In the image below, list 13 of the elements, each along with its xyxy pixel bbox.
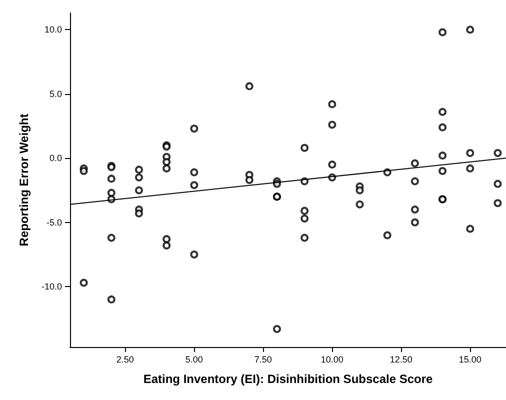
x-tick-label: 10.00	[320, 354, 344, 364]
x-tick-label: 15.00	[458, 354, 482, 364]
y-tick-label: 10.0	[44, 24, 62, 35]
y-tick-label: -10.0	[41, 282, 62, 292]
x-tick-label: 12.50	[390, 354, 412, 364]
y-tick-label: 5.0	[49, 88, 62, 99]
y-axis-title: Reporting Error Weight	[17, 114, 31, 246]
x-axis-title: Eating Inventory (EI): Disinhibition Subscale Score	[143, 372, 434, 386]
x-tick-label: 7.50	[254, 354, 272, 364]
y-tick-label: 0.0	[49, 153, 62, 164]
y-tick-label: -5.0	[46, 217, 62, 228]
x-tick-label: 5.00	[185, 354, 203, 364]
x-tick-label: 2.50	[116, 354, 134, 364]
